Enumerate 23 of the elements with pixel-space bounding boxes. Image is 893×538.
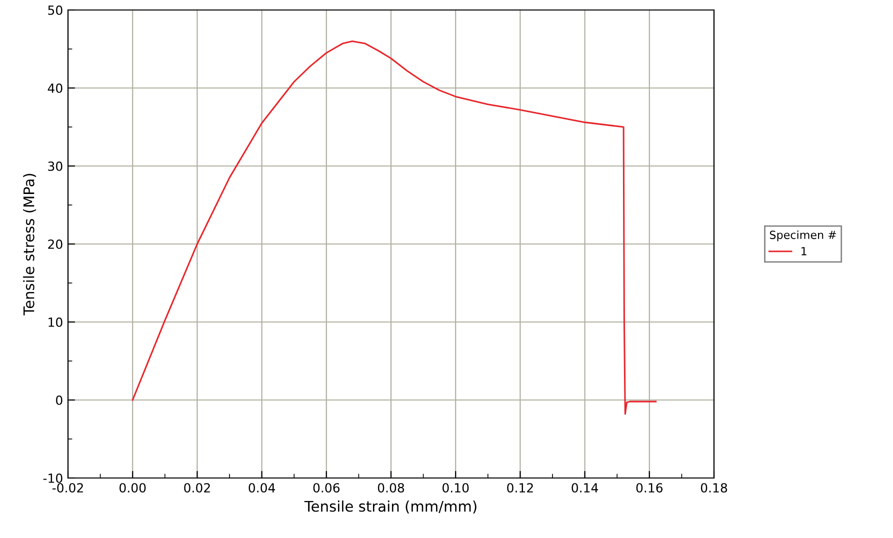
x-tick-label: 0.06	[313, 483, 340, 493]
x-tick-label: -0.02	[52, 483, 83, 493]
x-tick-label: 0.10	[442, 483, 469, 493]
y-tick-label: 30	[48, 161, 62, 171]
x-tick-label: 0.12	[507, 483, 533, 493]
y-tick-label: -10	[43, 473, 62, 483]
y-tick-label: 40	[48, 83, 62, 93]
x-tick-label: 0.04	[248, 483, 276, 493]
y-tick-label: 50	[48, 5, 62, 15]
x-tick-label: 0.00	[120, 483, 146, 493]
y-axis-title: Tensile stress (MPa)	[23, 174, 36, 316]
x-tick-label: 0.08	[378, 483, 404, 493]
x-axis-title: Tensile strain (mm/mm)	[304, 500, 476, 514]
x-tick-label: 0.18	[700, 483, 728, 493]
y-tick-label: 0	[56, 395, 62, 405]
legend-title: Specimen #	[770, 230, 836, 242]
x-tick-label: 0.02	[184, 483, 210, 493]
x-tick-label: 0.16	[636, 483, 663, 493]
y-tick-label: 10	[48, 317, 62, 327]
y-tick-label: 20	[48, 239, 62, 249]
x-tick-label: 0.14	[572, 483, 598, 493]
legend-label: 1	[802, 247, 806, 256]
line-series	[132, 40, 657, 415]
